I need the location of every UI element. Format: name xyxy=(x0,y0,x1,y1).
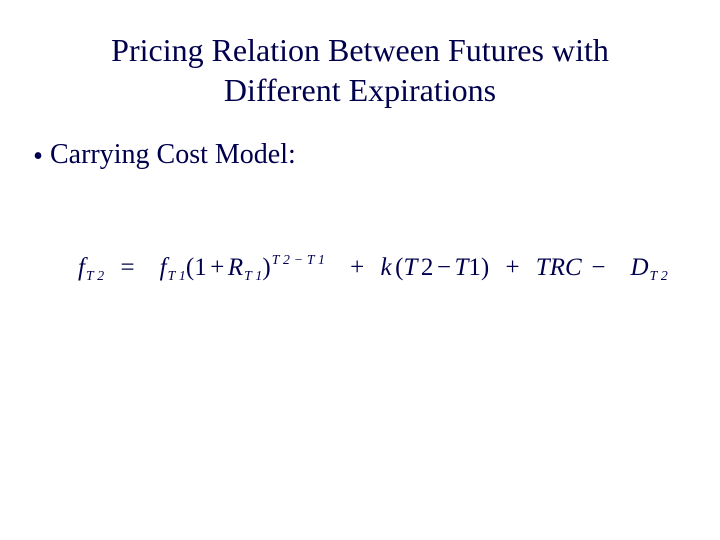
sub-t2-2: T 2 xyxy=(649,268,668,283)
rparen-1: ) xyxy=(262,254,270,281)
sup-t2mt1: T 2 − T 1 xyxy=(271,252,325,267)
sym-T-1: T xyxy=(454,254,468,281)
num-1: 1 xyxy=(194,254,207,281)
sym-f: f xyxy=(78,254,85,281)
minus-1: − xyxy=(437,254,451,281)
rparen-2: ) xyxy=(481,254,489,281)
sub-t1-2: T 1 xyxy=(243,268,262,283)
title-line-2: Different Expirations xyxy=(224,72,496,108)
bullet-text: Carrying Cost Model: xyxy=(50,138,296,172)
bullet-item: • Carrying Cost Model: xyxy=(26,138,690,174)
carrying-cost-formula: fT 2 = fT 1(1+RT 1)T 2 − T 1 + k(T2−T1) … xyxy=(78,254,668,281)
lparen-1: ( xyxy=(186,254,194,281)
num-2: 2 xyxy=(421,254,434,281)
formula-block: fT 2 = fT 1(1+RT 1)T 2 − T 1 + k(T2−T1) … xyxy=(30,252,690,285)
slide-title: Pricing Relation Between Futures with Di… xyxy=(30,30,690,110)
sym-D: D xyxy=(631,254,649,281)
title-line-1: Pricing Relation Between Futures with xyxy=(111,32,609,68)
sym-eq: = xyxy=(121,254,135,281)
plus-1: + xyxy=(210,254,224,281)
minus-2: − xyxy=(591,254,605,281)
bullet-glyph: • xyxy=(26,140,50,174)
sym-f2: f xyxy=(160,254,167,281)
sym-R: R xyxy=(228,254,243,281)
sym-TRC: TRC xyxy=(536,254,582,281)
sub-t2-1: T 2 xyxy=(85,268,104,283)
plus-3: + xyxy=(505,254,519,281)
sub-t1-1: T 1 xyxy=(167,268,186,283)
sym-k: k xyxy=(381,254,392,281)
sym-T-2: T xyxy=(403,254,417,281)
num-1b: 1 xyxy=(468,254,481,281)
plus-2: + xyxy=(350,254,364,281)
slide: Pricing Relation Between Futures with Di… xyxy=(0,0,720,540)
